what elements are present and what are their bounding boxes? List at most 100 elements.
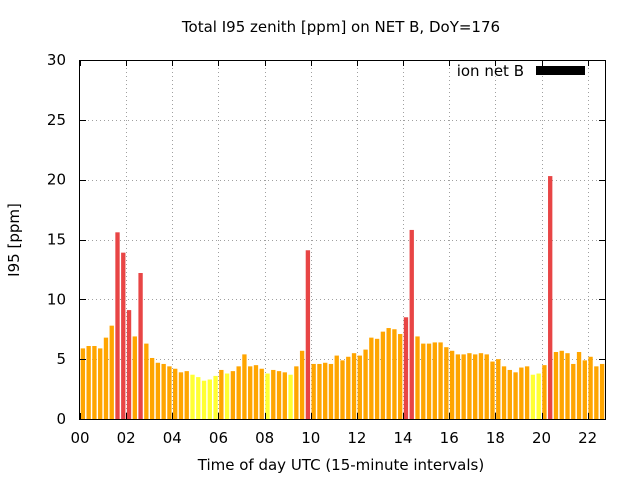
bar: [530, 374, 536, 419]
bar: [328, 363, 334, 419]
bar: [548, 176, 553, 419]
bar: [438, 342, 443, 419]
bar: [207, 379, 212, 419]
bar: [461, 354, 466, 419]
bar: [276, 371, 282, 419]
x-tick-label: 12: [347, 429, 366, 447]
bar: [444, 347, 449, 419]
bar: [317, 363, 322, 419]
bar: [299, 350, 305, 419]
bar: [126, 310, 132, 419]
bar: [380, 331, 386, 419]
x-tick-label: 14: [394, 429, 413, 447]
bar: [565, 353, 570, 419]
bar: [242, 354, 247, 419]
bar: [594, 366, 599, 419]
bar: [173, 368, 178, 419]
bar: [484, 354, 489, 419]
plot-frame: [79, 60, 606, 420]
bar: [432, 342, 437, 419]
bar: [542, 365, 547, 419]
legend-swatch: [536, 66, 585, 75]
bar: [138, 273, 143, 419]
bar: [311, 363, 316, 419]
bar: [576, 351, 582, 419]
bar: [501, 366, 507, 419]
bar: [449, 350, 455, 419]
bar: [109, 325, 114, 419]
x-tick-label: 16: [440, 429, 459, 447]
axis-ticks: 0 5 10 15 20 25 30 00 02 04 06 08 10 12 14 16 18 20 22: [47, 51, 605, 447]
bar: [86, 346, 91, 419]
bar: [363, 349, 368, 419]
bar: [346, 356, 351, 419]
bar: [236, 366, 241, 419]
bar: [184, 371, 189, 419]
bar: [374, 338, 380, 419]
bar: [409, 229, 414, 419]
x-tick-label: 08: [255, 429, 274, 447]
bar: [340, 360, 345, 419]
bar: [357, 355, 362, 419]
x-tick-label: 06: [209, 429, 228, 447]
bar: [490, 361, 495, 419]
bar: [248, 366, 253, 419]
bar: [259, 368, 264, 419]
y-axis-label: I95 [ppm]: [5, 203, 23, 277]
bar: [161, 363, 166, 419]
bar: [213, 375, 218, 419]
bar: [496, 359, 501, 419]
bar: [588, 356, 593, 419]
bar: [571, 363, 576, 419]
x-axis-label: Time of day UTC (15-minute intervals): [197, 456, 484, 474]
bar: [392, 329, 397, 419]
bar: [426, 343, 432, 419]
bar: [369, 337, 374, 419]
bar: [334, 355, 339, 419]
bar: [132, 336, 137, 419]
bar: [271, 369, 276, 419]
bar: [398, 334, 403, 419]
legend: ion net B: [457, 62, 585, 80]
bar: [524, 366, 530, 419]
y-tick-label: 5: [56, 350, 66, 368]
bar: [167, 366, 172, 419]
bar: [386, 328, 391, 419]
y-tick-label: 10: [47, 290, 66, 308]
bar: [190, 374, 195, 419]
data-bars: [80, 176, 605, 419]
y-tick-label: 0: [56, 410, 66, 428]
x-tick-label: 18: [486, 429, 505, 447]
bar: [288, 374, 293, 419]
bar: [455, 354, 461, 419]
bar: [201, 380, 207, 419]
y-tick-label: 20: [47, 171, 66, 189]
bar: [265, 373, 270, 419]
bar: [103, 337, 109, 419]
bar: [351, 353, 357, 419]
bar: [421, 343, 426, 419]
x-tick-label: 22: [578, 429, 597, 447]
x-tick-label: 10: [301, 429, 320, 447]
y-tick-label: 25: [47, 111, 66, 129]
bar: [323, 362, 328, 419]
bar: [80, 348, 86, 419]
bar: [553, 351, 559, 419]
x-tick-label: 04: [163, 429, 182, 447]
y-tick-label: 30: [47, 51, 66, 69]
bar: [599, 363, 605, 419]
bar: [149, 357, 155, 419]
bar: [415, 336, 420, 419]
bar: [582, 360, 587, 419]
bar: [253, 365, 259, 419]
bar: [305, 250, 311, 419]
bar: [178, 372, 184, 419]
bar: [121, 252, 126, 419]
bar: [155, 362, 161, 419]
legend-label: ion net B: [457, 62, 524, 80]
bar: [519, 367, 524, 419]
bar: [536, 373, 541, 419]
bar: [473, 354, 478, 419]
bar: [224, 373, 230, 419]
y-tick-label: 15: [47, 231, 66, 249]
